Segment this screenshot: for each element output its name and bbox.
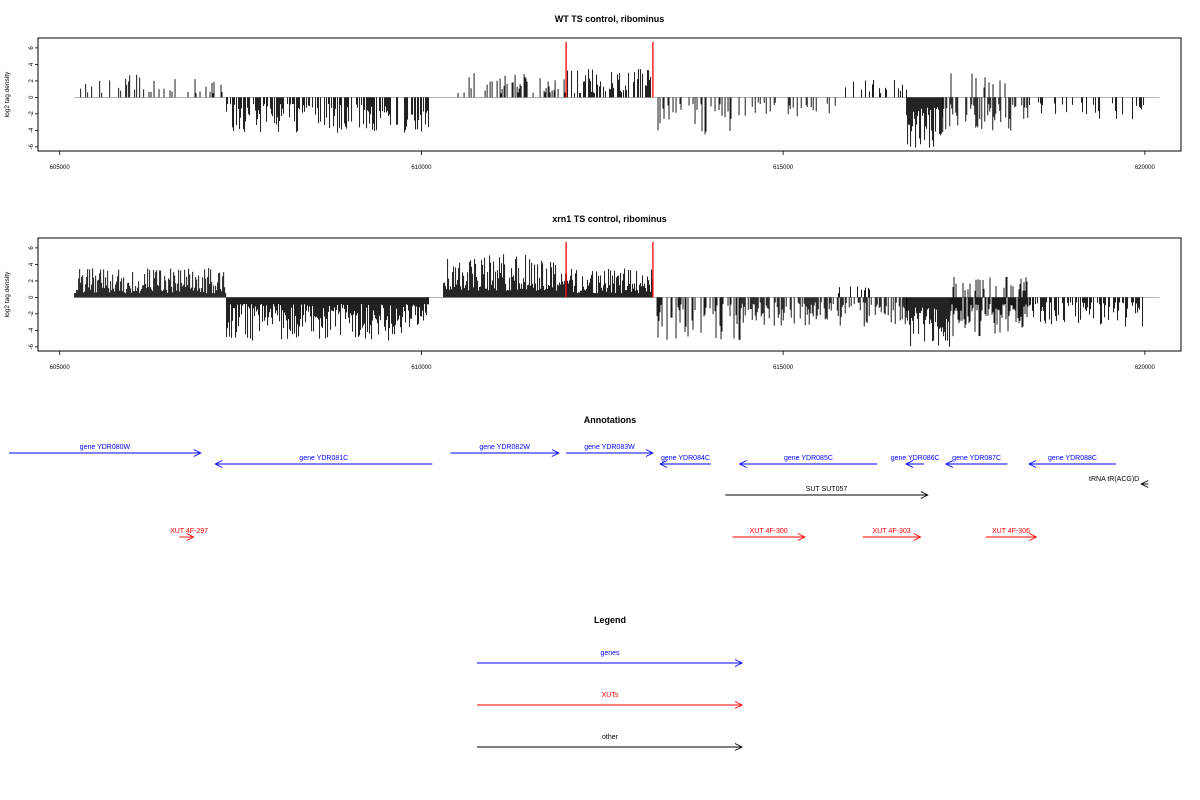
feature-label: SUT SUT057 bbox=[806, 486, 848, 493]
legend-item-xut: XUTs bbox=[477, 692, 744, 709]
y-axis-label: log2 tag density bbox=[4, 271, 11, 317]
arrowhead bbox=[913, 533, 922, 541]
track-panel-1: WT TS control, ribominus 6 4 2 0 -2 -4 -6 log2 t… bbox=[4, 14, 1182, 171]
feature-gene-ydr082w: gene YDR082W bbox=[450, 444, 560, 457]
x-tick-label: 605000 bbox=[50, 365, 71, 371]
y-tick-label: 0 bbox=[29, 95, 35, 99]
feature-label: gene YDR080W bbox=[80, 444, 131, 451]
panel-title: xrn1 TS control, ribominus bbox=[552, 214, 667, 224]
arrowhead bbox=[1140, 480, 1149, 488]
y-tick-label: -4 bbox=[29, 127, 35, 133]
arrowhead bbox=[1029, 533, 1038, 541]
y-tick-label: -6 bbox=[29, 144, 35, 150]
feature-gene-ydr080w: gene YDR080W bbox=[9, 444, 202, 457]
y-tick-label: 6 bbox=[29, 246, 35, 250]
feature-label: gene YDR086C bbox=[891, 455, 940, 462]
legend-label: XUTs bbox=[602, 692, 619, 699]
x-tick-label: 620000 bbox=[1135, 165, 1156, 171]
arrowhead bbox=[551, 449, 560, 457]
feature-label: gene YDR082W bbox=[479, 444, 530, 451]
feature-gene-ydr083w: gene YDR083W bbox=[566, 444, 654, 457]
arrowhead bbox=[1028, 460, 1037, 468]
feature-label: gene YDR087C bbox=[952, 455, 1001, 462]
feature-label: XUT 4F-297 bbox=[170, 528, 208, 535]
arrowhead bbox=[734, 701, 744, 709]
y-axis-label: log2 tag density bbox=[4, 71, 11, 117]
y-tick-label: 6 bbox=[29, 46, 35, 50]
y-tick-label: 2 bbox=[29, 79, 35, 83]
y-tick-label: -4 bbox=[29, 327, 35, 333]
feature-xut-4f-300: XUT 4F-300 bbox=[732, 528, 806, 541]
plot-frame bbox=[37, 237, 1182, 352]
y-tick-label: -6 bbox=[29, 344, 35, 350]
legend-item-other: other bbox=[477, 734, 744, 751]
feature-xut-4f-303: XUT 4F-303 bbox=[862, 528, 922, 541]
arrowhead bbox=[905, 460, 914, 468]
annotations-title: Annotations bbox=[584, 415, 637, 425]
legend-label: genes bbox=[600, 650, 620, 657]
x-tick-label: 610000 bbox=[411, 165, 432, 171]
bar-series bbox=[80, 69, 1145, 148]
feature-xut-4f-306: XUT 4F-306 bbox=[985, 528, 1038, 541]
y-tick-label: -2 bbox=[29, 111, 35, 117]
arrowhead bbox=[797, 533, 806, 541]
feature-gene-ydr084c: gene YDR084C bbox=[659, 455, 711, 468]
y-tick-label: 2 bbox=[29, 279, 35, 283]
track-panel-2: xrn1 TS control, ribominus 6 4 2 0 -2 -4 -6 log2… bbox=[4, 214, 1182, 371]
y-tick-label: -2 bbox=[29, 311, 35, 317]
arrowhead bbox=[214, 460, 223, 468]
legend: Legend genes XUTs other bbox=[477, 615, 744, 751]
arrowhead bbox=[734, 659, 744, 667]
feature-gene-ydr088c: gene YDR088C bbox=[1028, 455, 1116, 468]
feature-label: gene YDR083W bbox=[584, 444, 635, 451]
arrowhead bbox=[944, 460, 954, 468]
feature-xut-4f-297: XUT 4F-297 bbox=[170, 528, 208, 541]
arrowhead bbox=[734, 743, 744, 751]
y-tick-label: 4 bbox=[29, 262, 35, 266]
x-tick-label: 605000 bbox=[50, 165, 71, 171]
x-tick-label: 615000 bbox=[773, 365, 794, 371]
feature-gene-ydr087c: gene YDR087C bbox=[944, 455, 1008, 468]
feature-label: XUT 4F-303 bbox=[873, 528, 911, 535]
feature-label: XUT 4F-300 bbox=[750, 528, 788, 535]
feature-sut-sut057: SUT SUT057 bbox=[725, 486, 929, 499]
feature-trna-tr-acg-d: tRNA tR(ACG)D bbox=[1089, 476, 1149, 488]
y-tick-label: 4 bbox=[29, 62, 35, 66]
arrowhead bbox=[659, 460, 668, 468]
x-tick-label: 610000 bbox=[411, 365, 432, 371]
bar-series bbox=[74, 254, 1144, 347]
feature-gene-ydr081c: gene YDR081C bbox=[214, 455, 433, 468]
feature-label: XUT 4F-306 bbox=[992, 528, 1030, 535]
plot-frame bbox=[37, 37, 1182, 152]
panel-title: WT TS control, ribominus bbox=[555, 14, 665, 24]
feature-label: gene YDR084C bbox=[661, 455, 710, 462]
feature-label: gene YDR088C bbox=[1048, 455, 1097, 462]
feature-label: gene YDR081C bbox=[299, 455, 348, 462]
x-tick-label: 620000 bbox=[1135, 365, 1156, 371]
x-tick-label: 615000 bbox=[773, 165, 794, 171]
legend-label: other bbox=[602, 734, 619, 741]
arrowhead bbox=[920, 491, 929, 499]
feature-gene-ydr085c: gene YDR085C bbox=[738, 455, 878, 468]
feature-label: gene YDR085C bbox=[784, 455, 833, 462]
y-tick-label: 0 bbox=[29, 295, 35, 299]
arrowhead bbox=[193, 449, 202, 457]
annotations-track: Annotations gene YDR080W gene YDR081C gene … bbox=[9, 415, 1149, 541]
feature-label: tRNA tR(ACG)D bbox=[1089, 476, 1139, 483]
feature-gene-ydr086c: gene YDR086C bbox=[891, 455, 940, 468]
legend-title: Legend bbox=[594, 615, 626, 625]
arrowhead bbox=[738, 460, 747, 468]
arrowhead bbox=[645, 449, 654, 457]
legend-item-gene: genes bbox=[477, 650, 744, 667]
arrowhead bbox=[186, 533, 195, 541]
